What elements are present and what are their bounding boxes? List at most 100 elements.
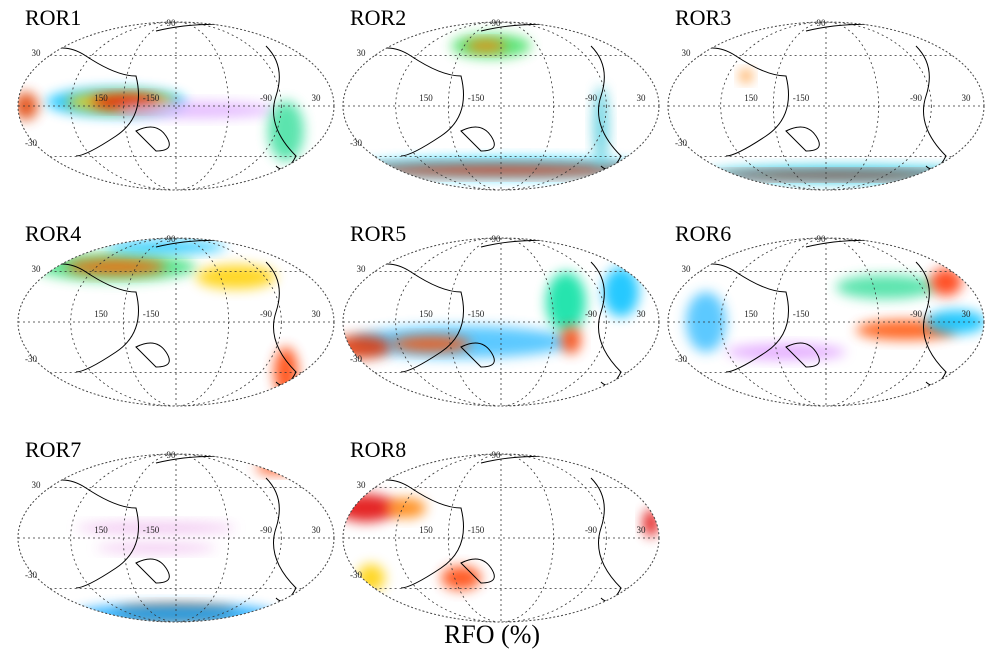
graticule-label: 90: [492, 18, 502, 28]
panel-label: ROR7: [25, 437, 81, 462]
panel-label: ROR8: [350, 437, 406, 462]
graticule-label: 30: [637, 309, 647, 319]
graticule-label: -150: [793, 309, 810, 319]
graticule-label: -30: [350, 570, 362, 580]
rfo-blob: [466, 40, 506, 52]
graticule-label: 30: [312, 525, 322, 535]
graticule-label: 30: [357, 48, 367, 58]
map-panel: 90 30 -30 -90 150 -150 30 ROR3: [668, 5, 985, 190]
graticule-label: -150: [793, 93, 810, 103]
graticule-label: 90: [817, 234, 827, 244]
graticule-label: -150: [143, 309, 160, 319]
graticule-label: 90: [167, 18, 177, 28]
graticule-label: 150: [744, 93, 758, 103]
map-field: [331, 238, 659, 406]
graticule-label: 30: [357, 264, 367, 274]
graticule-label: 30: [312, 93, 322, 103]
rfo-blob: [66, 259, 166, 275]
graticule-label: -150: [468, 525, 485, 535]
graticule-label: 30: [312, 309, 322, 319]
map-field: [18, 238, 334, 406]
caption: RFO (%): [444, 620, 540, 649]
rfo-blob: [116, 102, 276, 118]
graticule-label: 150: [419, 525, 433, 535]
maps: RFO (%) 90 30 -30 -90 150 -150 30 ROR1 90 30 -30 -9…: [0, 0, 985, 659]
graticule-label: 30: [962, 93, 972, 103]
graticule-label: 90: [492, 234, 502, 244]
rfo-blob: [391, 336, 471, 352]
graticule-label: 30: [357, 480, 367, 490]
graticule-label: 150: [419, 309, 433, 319]
graticule-label: -90: [260, 525, 272, 535]
map-panel: 90 30 -30 -90 150 -150 30 ROR5: [331, 221, 659, 406]
graticule-label: 30: [962, 309, 972, 319]
figure: RFO (%) 90 30 -30 -90 150 -150 30 ROR1 90 30 -30 -9…: [0, 0, 985, 659]
map-field: [343, 22, 659, 190]
graticule-label: -90: [585, 525, 597, 535]
graticule-label: 30: [32, 264, 42, 274]
map-panel: 90 30 -30 -90 150 -150 30 ROR6: [668, 221, 985, 406]
graticule-label: 150: [744, 309, 758, 319]
graticule-label: 150: [419, 93, 433, 103]
rfo-blob: [561, 326, 581, 354]
graticule-label: 30: [682, 264, 692, 274]
graticule-label: -90: [260, 309, 272, 319]
rfo-blob: [930, 268, 962, 296]
graticule-label: 90: [817, 18, 827, 28]
graticule-label: -90: [910, 309, 922, 319]
graticule-label: -150: [468, 93, 485, 103]
rfo-blob: [441, 566, 481, 590]
graticule-label: 150: [94, 309, 108, 319]
graticule-label: -30: [25, 138, 37, 148]
coastline: [351, 456, 621, 601]
rfo-blob: [196, 265, 276, 289]
map-field: [668, 238, 985, 406]
panel-label: ROR3: [675, 5, 731, 30]
panel-label: ROR5: [350, 221, 406, 246]
graticule-label: -150: [143, 525, 160, 535]
coastline: [676, 24, 946, 169]
graticule-label: -90: [585, 309, 597, 319]
map-panel: 90 30 -30 -90 150 -150 30 ROR8: [336, 437, 659, 622]
rfo-blob: [740, 70, 752, 82]
graticule-label: -30: [675, 354, 687, 364]
graticule-label: -30: [25, 570, 37, 580]
graticule-label: -90: [910, 93, 922, 103]
graticule-label: 30: [32, 480, 42, 490]
graticule-label: -30: [350, 354, 362, 364]
panel-label: ROR1: [25, 5, 81, 30]
map-panel: 90 30 -30 -90 150 -150 30 ROR7: [18, 437, 334, 624]
graticule-label: 150: [94, 93, 108, 103]
graticule-label: 30: [32, 48, 42, 58]
map-panel: 90 30 -30 -90 150 -150 30 ROR1: [14, 5, 334, 190]
graticule-label: -150: [143, 93, 160, 103]
graticule-label: 30: [637, 525, 647, 535]
panel-label: ROR6: [675, 221, 731, 246]
panel-label: ROR4: [25, 221, 81, 246]
map-field: [336, 454, 659, 622]
graticule-label: -30: [675, 138, 687, 148]
panel-label: ROR2: [350, 5, 406, 30]
graticule-label: 30: [682, 48, 692, 58]
rfo-blob: [96, 543, 216, 553]
graticule-label: 150: [94, 525, 108, 535]
graticule-label: 90: [167, 234, 177, 244]
map-field: [668, 22, 985, 190]
rfo-blob: [836, 275, 936, 299]
graticule-label: -90: [260, 93, 272, 103]
rfo-blob: [256, 462, 296, 474]
map-field: [14, 22, 334, 190]
map-panel: 90 30 -30 -90 150 -150 30 ROR2: [343, 5, 659, 190]
rfo-blob: [603, 267, 639, 317]
rfo-blob: [361, 164, 641, 176]
rfo-blob: [716, 171, 956, 179]
graticule-label: 90: [492, 450, 502, 460]
rfo-blob: [726, 344, 846, 360]
graticule-label: -30: [350, 138, 362, 148]
graticule-label: -150: [468, 309, 485, 319]
graticule-label: 90: [167, 450, 177, 460]
map-panel: 90 30 -30 -90 150 -150 30 ROR4: [18, 221, 334, 406]
graticule-label: 30: [637, 93, 647, 103]
graticule-label: -30: [25, 354, 37, 364]
graticule-label: -90: [585, 93, 597, 103]
